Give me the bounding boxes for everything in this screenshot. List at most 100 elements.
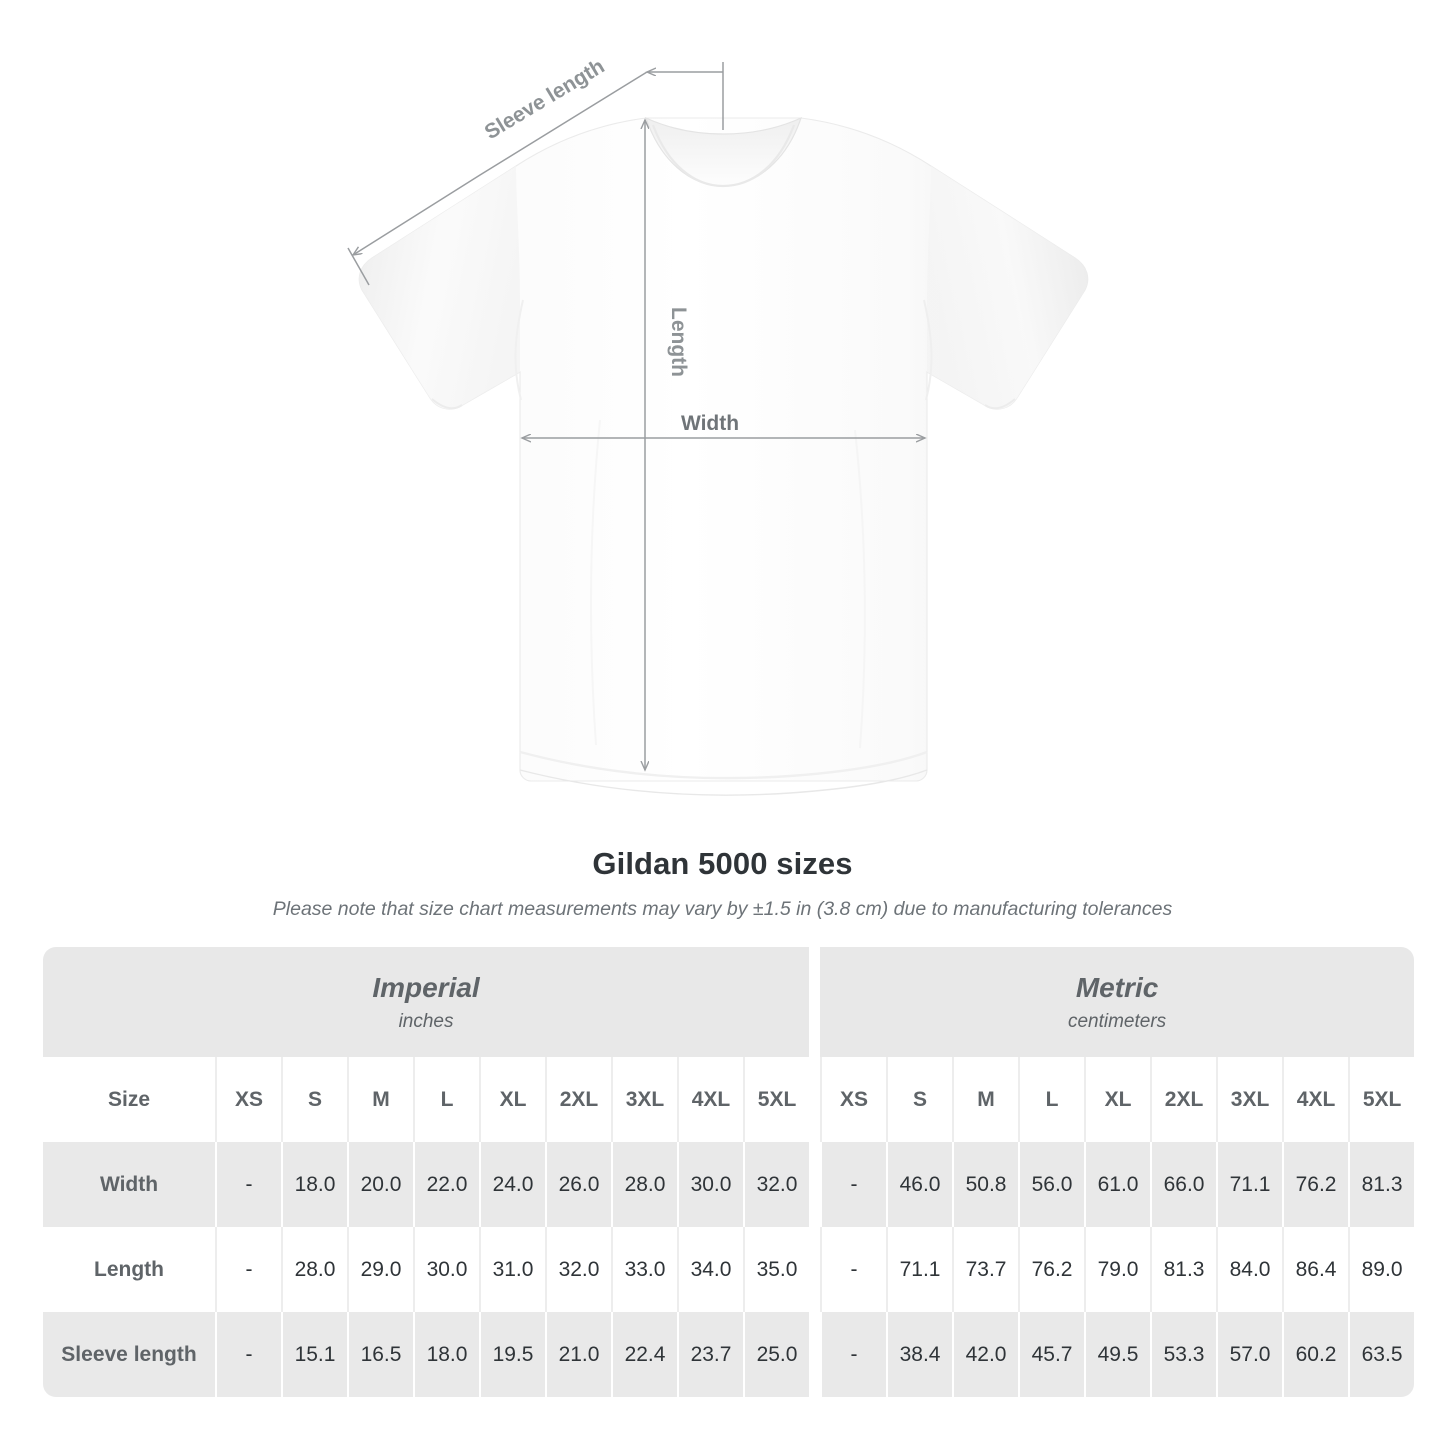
cell-sleeve-metric-3xl: 57.0 xyxy=(1216,1312,1283,1397)
cell-length-metric-4xl: 86.4 xyxy=(1282,1227,1349,1312)
size-header-imperial-5xl: 5XL xyxy=(743,1057,810,1142)
cell-sleeve-imperial-2xl: 21.0 xyxy=(545,1312,611,1397)
cell-sleeve-metric-m: 42.0 xyxy=(952,1312,1019,1397)
size-header-imperial-2xl: 2XL xyxy=(545,1057,611,1142)
cell-sleeve-metric-xs: - xyxy=(820,1312,887,1397)
cell-sleeve-imperial-xs: - xyxy=(215,1312,281,1397)
cell-length-imperial-2xl: 32.0 xyxy=(545,1227,611,1312)
cell-width-imperial-s: 18.0 xyxy=(281,1142,347,1227)
cell-sleeve-imperial-4xl: 23.7 xyxy=(677,1312,743,1397)
cell-width-metric-s: 46.0 xyxy=(886,1142,953,1227)
row-gap xyxy=(809,1312,821,1397)
cell-width-metric-l: 56.0 xyxy=(1018,1142,1085,1227)
cell-length-metric-m: 73.7 xyxy=(952,1227,1019,1312)
cell-sleeve-metric-2xl: 53.3 xyxy=(1150,1312,1217,1397)
measurement-annotations xyxy=(347,62,925,770)
size-header-imperial-l: L xyxy=(413,1057,479,1142)
cell-length-imperial-3xl: 33.0 xyxy=(611,1227,677,1312)
metric-unit-sub: centimeters xyxy=(1067,1010,1167,1032)
cell-length-metric-s: 71.1 xyxy=(886,1227,953,1312)
table-row: Length - 28.0 29.0 30.0 31.0 32.0 33.0 3… xyxy=(43,1227,1415,1312)
row-label-length: Length xyxy=(43,1227,215,1312)
size-header-metric-4xl: 4XL xyxy=(1282,1057,1349,1142)
table-row: Width - 18.0 20.0 22.0 24.0 26.0 28.0 30… xyxy=(43,1142,1415,1227)
row-label-width: Width xyxy=(43,1142,215,1227)
cell-sleeve-imperial-xl: 19.5 xyxy=(479,1312,545,1397)
cell-length-imperial-m: 29.0 xyxy=(347,1227,413,1312)
cell-length-metric-l: 76.2 xyxy=(1018,1227,1085,1312)
cell-sleeve-imperial-m: 16.5 xyxy=(347,1312,413,1397)
tolerance-note: Please note that size chart measurements… xyxy=(272,898,1173,921)
cell-width-imperial-5xl: 32.0 xyxy=(743,1142,810,1227)
page-title: Gildan 5000 sizes xyxy=(592,846,853,881)
imperial-unit-name: Imperial xyxy=(372,971,480,1003)
width-label: Width xyxy=(681,412,739,435)
row-label-sleeve-length: Sleeve length xyxy=(43,1312,215,1397)
heading-block: Gildan 5000 sizes Please note that size … xyxy=(0,845,1445,922)
cell-width-metric-xl: 61.0 xyxy=(1084,1142,1151,1227)
cell-width-metric-5xl: 81.3 xyxy=(1348,1142,1415,1227)
cell-length-metric-3xl: 84.0 xyxy=(1216,1227,1283,1312)
header-gap xyxy=(809,1057,821,1142)
cell-width-imperial-m: 20.0 xyxy=(347,1142,413,1227)
cell-length-imperial-l: 30.0 xyxy=(413,1227,479,1312)
cell-length-metric-5xl: 89.0 xyxy=(1348,1227,1415,1312)
row-gap xyxy=(809,1227,821,1312)
cell-width-metric-4xl: 76.2 xyxy=(1282,1142,1349,1227)
tshirt-size-diagram: Sleeve length Length Width xyxy=(347,55,1089,796)
cell-width-imperial-2xl: 26.0 xyxy=(545,1142,611,1227)
cell-sleeve-metric-5xl: 63.5 xyxy=(1348,1312,1415,1397)
cell-width-imperial-xl: 24.0 xyxy=(479,1142,545,1227)
size-header-imperial-xl: XL xyxy=(479,1057,545,1142)
size-header-imperial-xs: XS xyxy=(215,1057,281,1142)
size-chart-table-wrapper: Imperial inches Metric centimeters Size … xyxy=(43,947,1415,1397)
size-header-row: Size XS S M L XL 2XL 3XL 4XL 5XL XS S M … xyxy=(43,1057,1415,1142)
cell-width-imperial-xs: - xyxy=(215,1142,281,1227)
cell-sleeve-metric-4xl: 60.2 xyxy=(1282,1312,1349,1397)
cell-width-metric-xs: - xyxy=(820,1142,887,1227)
size-chart-table: Imperial inches Metric centimeters Size … xyxy=(43,947,1415,1397)
size-header-metric-5xl: 5XL xyxy=(1348,1057,1415,1142)
size-header-imperial-s: S xyxy=(281,1057,347,1142)
metric-unit-name: Metric xyxy=(1075,971,1159,1003)
cell-width-metric-m: 50.8 xyxy=(952,1142,1019,1227)
cell-length-metric-2xl: 81.3 xyxy=(1150,1227,1217,1312)
cell-width-metric-3xl: 71.1 xyxy=(1216,1142,1283,1227)
cell-sleeve-metric-l: 45.7 xyxy=(1018,1312,1085,1397)
size-header-imperial-m: M xyxy=(347,1057,413,1142)
size-header-metric-xs: XS xyxy=(820,1057,887,1142)
cell-length-metric-xl: 79.0 xyxy=(1084,1227,1151,1312)
cell-width-imperial-4xl: 30.0 xyxy=(677,1142,743,1227)
size-header-imperial-4xl: 4XL xyxy=(677,1057,743,1142)
cell-sleeve-metric-xl: 49.5 xyxy=(1084,1312,1151,1397)
row-gap xyxy=(809,1142,821,1227)
cell-sleeve-imperial-s: 15.1 xyxy=(281,1312,347,1397)
size-header-metric-l: L xyxy=(1018,1057,1085,1142)
cell-width-imperial-l: 22.0 xyxy=(413,1142,479,1227)
table-row: Sleeve length - 15.1 16.5 18.0 19.5 21.0… xyxy=(43,1312,1415,1397)
cell-sleeve-metric-s: 38.4 xyxy=(886,1312,953,1397)
cell-length-metric-xs: - xyxy=(820,1227,887,1312)
size-header-metric-m: M xyxy=(952,1057,1019,1142)
size-header-metric-xl: XL xyxy=(1084,1057,1151,1142)
tshirt-illustration xyxy=(358,116,1089,796)
imperial-unit-sub: inches xyxy=(398,1010,454,1032)
size-header-imperial-3xl: 3XL xyxy=(611,1057,677,1142)
size-header-metric-3xl: 3XL xyxy=(1216,1057,1283,1142)
cell-width-metric-2xl: 66.0 xyxy=(1150,1142,1217,1227)
cell-length-imperial-s: 28.0 xyxy=(281,1227,347,1312)
cell-width-imperial-3xl: 28.0 xyxy=(611,1142,677,1227)
unit-banner-row: Imperial inches Metric centimeters xyxy=(43,947,1415,1057)
cell-sleeve-imperial-l: 18.0 xyxy=(413,1312,479,1397)
cell-length-imperial-xs: - xyxy=(215,1227,281,1312)
cell-length-imperial-4xl: 34.0 xyxy=(677,1227,743,1312)
size-header-metric-2xl: 2XL xyxy=(1150,1057,1217,1142)
cell-length-imperial-xl: 31.0 xyxy=(479,1227,545,1312)
size-header-metric-s: S xyxy=(886,1057,953,1142)
length-label: Length xyxy=(667,307,690,377)
cell-sleeve-imperial-5xl: 25.0 xyxy=(743,1312,810,1397)
cell-sleeve-imperial-3xl: 22.4 xyxy=(611,1312,677,1397)
imperial-banner: Imperial inches xyxy=(43,947,810,1057)
cell-length-imperial-5xl: 35.0 xyxy=(743,1227,810,1312)
size-header-label: Size xyxy=(43,1057,215,1142)
